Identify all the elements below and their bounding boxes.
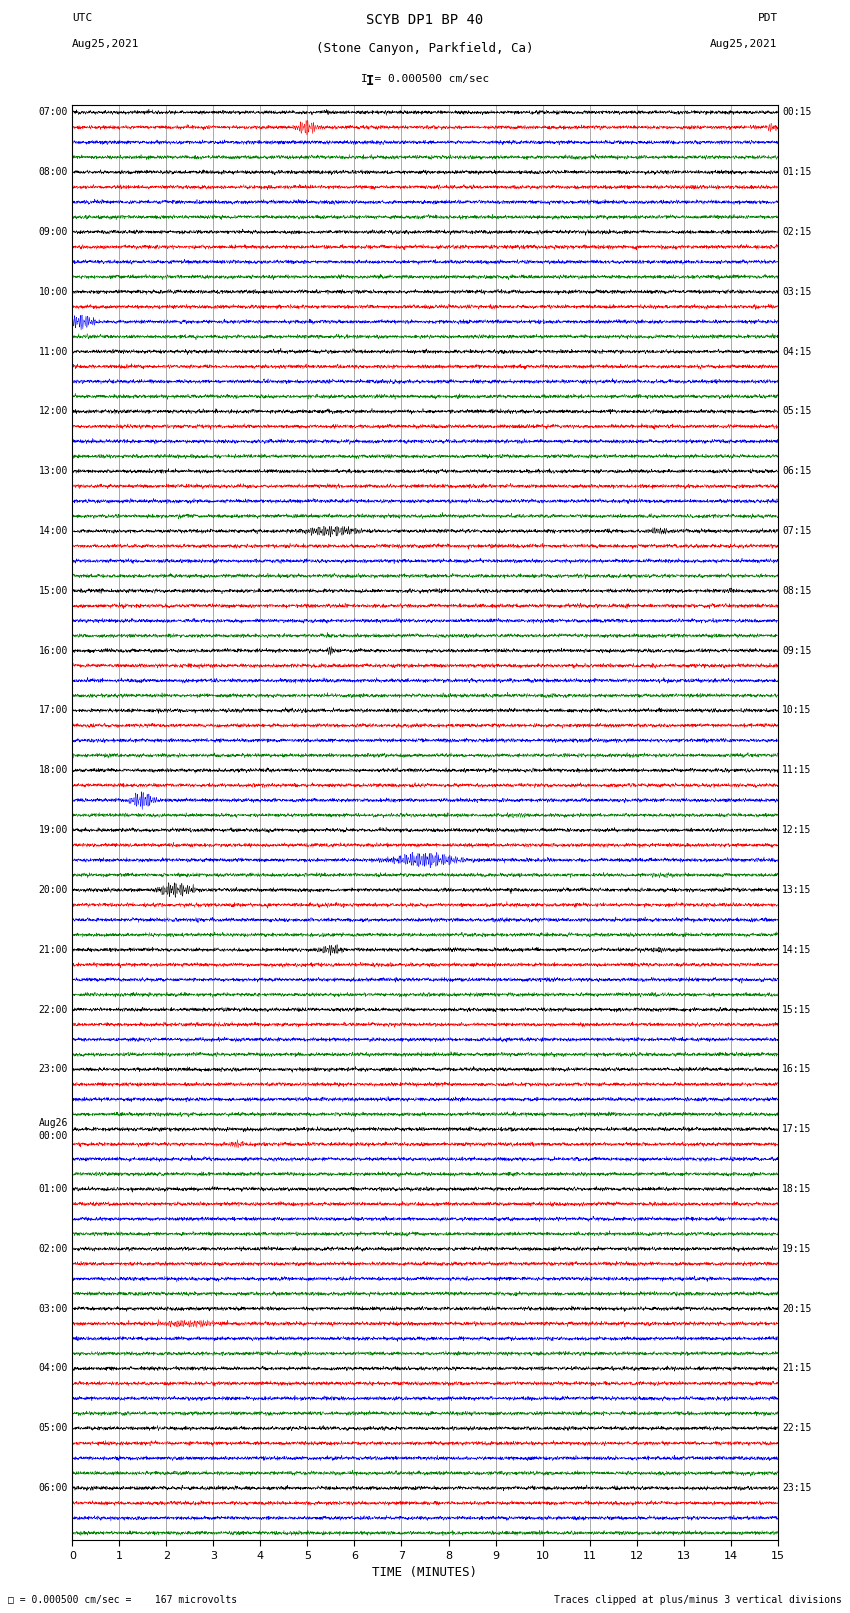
Text: 05:15: 05:15 — [782, 406, 812, 416]
Text: 21:00: 21:00 — [38, 945, 68, 955]
Text: 07:00: 07:00 — [38, 108, 68, 118]
Text: PDT: PDT — [757, 13, 778, 23]
Text: □ = 0.000500 cm/sec =    167 microvolts: □ = 0.000500 cm/sec = 167 microvolts — [8, 1595, 238, 1605]
Text: 13:15: 13:15 — [782, 886, 812, 895]
Text: 17:15: 17:15 — [782, 1124, 812, 1134]
Text: 21:15: 21:15 — [782, 1363, 812, 1373]
Text: 04:15: 04:15 — [782, 347, 812, 356]
Text: 00:00: 00:00 — [38, 1131, 68, 1140]
Text: Aug25,2021: Aug25,2021 — [711, 39, 778, 48]
Text: 01:15: 01:15 — [782, 168, 812, 177]
Text: SCYB DP1 BP 40: SCYB DP1 BP 40 — [366, 13, 484, 27]
Text: 03:00: 03:00 — [38, 1303, 68, 1313]
Text: 23:15: 23:15 — [782, 1482, 812, 1494]
Text: 20:15: 20:15 — [782, 1303, 812, 1313]
Text: 16:00: 16:00 — [38, 645, 68, 655]
Text: 13:00: 13:00 — [38, 466, 68, 476]
Text: 14:00: 14:00 — [38, 526, 68, 536]
Text: 06:15: 06:15 — [782, 466, 812, 476]
Text: 15:15: 15:15 — [782, 1005, 812, 1015]
Text: Traces clipped at plus/minus 3 vertical divisions: Traces clipped at plus/minus 3 vertical … — [553, 1595, 842, 1605]
Text: 18:00: 18:00 — [38, 765, 68, 776]
Text: 12:15: 12:15 — [782, 826, 812, 836]
Text: 03:15: 03:15 — [782, 287, 812, 297]
Text: 22:00: 22:00 — [38, 1005, 68, 1015]
Text: Aug25,2021: Aug25,2021 — [72, 39, 139, 48]
Text: 07:15: 07:15 — [782, 526, 812, 536]
Text: 11:00: 11:00 — [38, 347, 68, 356]
Text: 14:15: 14:15 — [782, 945, 812, 955]
Text: 20:00: 20:00 — [38, 886, 68, 895]
Text: Aug26: Aug26 — [38, 1118, 68, 1127]
Text: 17:00: 17:00 — [38, 705, 68, 716]
Text: (Stone Canyon, Parkfield, Ca): (Stone Canyon, Parkfield, Ca) — [316, 42, 534, 55]
Text: 09:00: 09:00 — [38, 227, 68, 237]
Text: 02:15: 02:15 — [782, 227, 812, 237]
Text: 10:00: 10:00 — [38, 287, 68, 297]
Text: I: I — [366, 74, 374, 89]
Text: I = 0.000500 cm/sec: I = 0.000500 cm/sec — [361, 74, 489, 84]
Text: 05:00: 05:00 — [38, 1423, 68, 1434]
Text: 16:15: 16:15 — [782, 1065, 812, 1074]
Text: 23:00: 23:00 — [38, 1065, 68, 1074]
Text: 18:15: 18:15 — [782, 1184, 812, 1194]
Text: 09:15: 09:15 — [782, 645, 812, 655]
Text: 06:00: 06:00 — [38, 1482, 68, 1494]
Text: 11:15: 11:15 — [782, 765, 812, 776]
Text: 04:00: 04:00 — [38, 1363, 68, 1373]
Text: 08:15: 08:15 — [782, 586, 812, 595]
Text: 15:00: 15:00 — [38, 586, 68, 595]
Text: 19:00: 19:00 — [38, 826, 68, 836]
X-axis label: TIME (MINUTES): TIME (MINUTES) — [372, 1566, 478, 1579]
Text: 12:00: 12:00 — [38, 406, 68, 416]
Text: 02:00: 02:00 — [38, 1244, 68, 1253]
Text: 00:15: 00:15 — [782, 108, 812, 118]
Text: 08:00: 08:00 — [38, 168, 68, 177]
Text: 22:15: 22:15 — [782, 1423, 812, 1434]
Text: 10:15: 10:15 — [782, 705, 812, 716]
Text: UTC: UTC — [72, 13, 93, 23]
Text: 01:00: 01:00 — [38, 1184, 68, 1194]
Text: 19:15: 19:15 — [782, 1244, 812, 1253]
